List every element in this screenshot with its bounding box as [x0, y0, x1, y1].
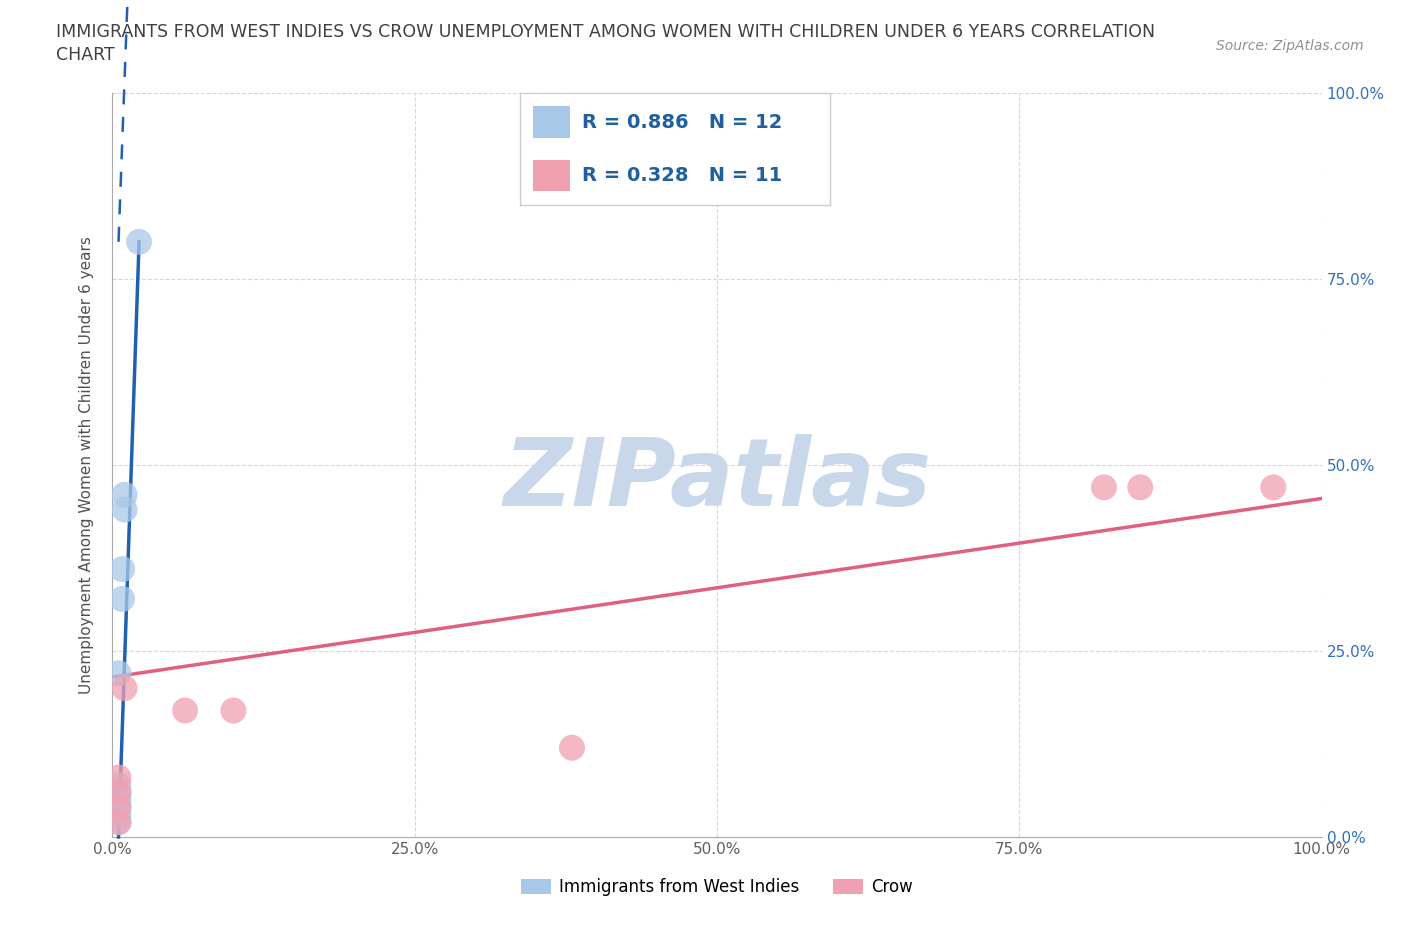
Point: [1129, 480, 1152, 495]
Text: R = 0.328   N = 11: R = 0.328 N = 11: [582, 166, 782, 185]
FancyBboxPatch shape: [533, 106, 569, 138]
Point: [107, 815, 129, 830]
Point: [107, 785, 129, 800]
Point: [107, 800, 129, 815]
Point: [1263, 480, 1285, 495]
Point: [111, 562, 134, 577]
Point: [114, 681, 136, 696]
Point: [107, 770, 129, 785]
Legend: Immigrants from West Indies, Crow: Immigrants from West Indies, Crow: [515, 871, 920, 903]
Point: [107, 800, 129, 815]
Point: [107, 815, 129, 830]
Point: [114, 487, 136, 502]
Point: [107, 666, 129, 681]
Point: [561, 740, 583, 755]
Point: [222, 703, 245, 718]
Point: [107, 777, 129, 792]
Point: [1092, 480, 1115, 495]
Point: [107, 792, 129, 807]
Point: [107, 785, 129, 800]
Text: IMMIGRANTS FROM WEST INDIES VS CROW UNEMPLOYMENT AMONG WOMEN WITH CHILDREN UNDER: IMMIGRANTS FROM WEST INDIES VS CROW UNEM…: [56, 23, 1156, 41]
Text: Source: ZipAtlas.com: Source: ZipAtlas.com: [1216, 39, 1364, 53]
Point: [128, 234, 150, 249]
Text: CHART: CHART: [56, 46, 115, 64]
Text: R = 0.886   N = 12: R = 0.886 N = 12: [582, 113, 783, 131]
Point: [114, 502, 136, 517]
Point: [107, 807, 129, 822]
Point: [111, 591, 134, 606]
FancyBboxPatch shape: [533, 160, 569, 192]
Y-axis label: Unemployment Among Women with Children Under 6 years: Unemployment Among Women with Children U…: [79, 236, 94, 694]
Text: ZIPatlas: ZIPatlas: [503, 434, 931, 525]
Point: [174, 703, 197, 718]
